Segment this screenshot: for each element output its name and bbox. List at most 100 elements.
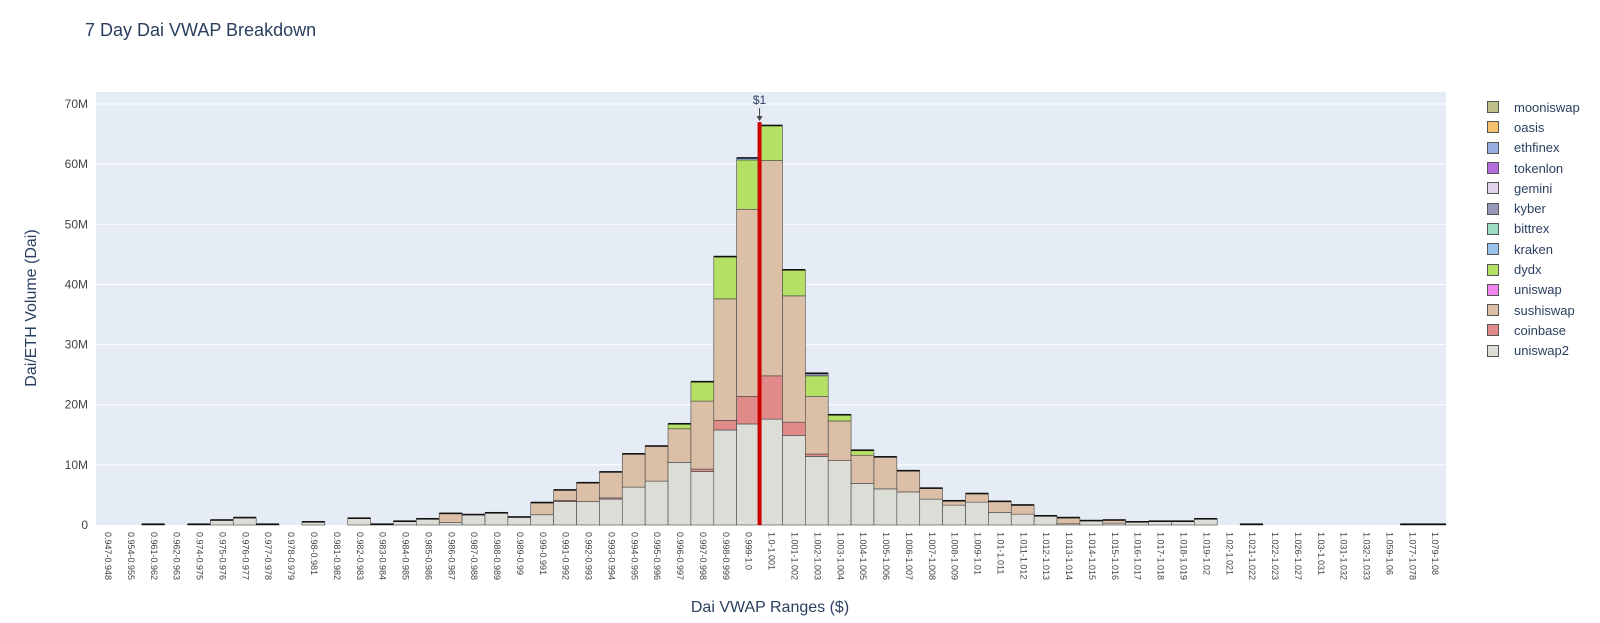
- legend-item-coinbase[interactable]: coinbase: [1487, 320, 1580, 340]
- bar-top-cap: [1194, 517, 1218, 520]
- bar-top-cap: [690, 380, 714, 383]
- bar-segment-dydx: [805, 375, 829, 397]
- x-tick-label: 1.006-1.007: [904, 532, 914, 580]
- legend-label: oasis: [1514, 119, 1545, 135]
- bar-segment-dydx: [736, 159, 760, 210]
- x-tick-label: 0.978-0.979: [286, 532, 296, 580]
- bar-segment-uniswap2: [782, 435, 806, 526]
- x-tick-label: 0.994-0.995: [629, 532, 639, 580]
- legend-item-mooniswap[interactable]: mooniswap: [1487, 97, 1580, 117]
- bar-segment-sushiswap: [599, 471, 623, 499]
- bar-segment-dydx: [759, 125, 783, 161]
- x-tick-label: 1.017-1.018: [1156, 532, 1166, 580]
- x-tick-label: 0.989-0.99: [515, 532, 525, 575]
- bar-segment-uniswap2: [805, 456, 829, 526]
- x-tick-label: 1.02-1.021: [1224, 532, 1234, 575]
- x-tick-label: 1.0-1.001: [767, 532, 777, 570]
- bar-top-cap: [301, 520, 325, 523]
- chart-title: 7 Day Dai VWAP Breakdown: [85, 20, 317, 40]
- x-tick-label: 0.993-0.994: [606, 532, 616, 580]
- legend-item-tokenlon[interactable]: tokenlon: [1487, 158, 1580, 178]
- x-tick-label: 0.982-0.983: [355, 532, 365, 580]
- legend-item-uniswap[interactable]: uniswap: [1487, 280, 1580, 300]
- bar-segment-sushiswap: [530, 502, 554, 516]
- legend-label: gemini: [1514, 180, 1553, 196]
- legend-item-ethfinex[interactable]: ethfinex: [1487, 138, 1580, 158]
- legend-item-gemini[interactable]: gemini: [1487, 178, 1580, 198]
- bar-segment-coinbase: [805, 453, 829, 457]
- bar-segment-sushiswap: [713, 298, 737, 421]
- bar-top-cap: [1034, 514, 1058, 517]
- x-tick-label: 0.976-0.977: [240, 532, 250, 580]
- legend-item-sushiswap[interactable]: sushiswap: [1487, 300, 1580, 320]
- bars-layer: [141, 124, 1447, 526]
- annotation-label: $1: [753, 93, 767, 107]
- x-tick-label: 1.011-1.012: [1018, 532, 1028, 579]
- bar-top-cap: [988, 500, 1012, 503]
- bar-segment-sushiswap: [827, 420, 852, 461]
- bar-segment-dydx: [690, 381, 715, 402]
- bar-segment-uniswap2: [530, 514, 554, 526]
- bar-segment-dydx: [667, 423, 692, 430]
- legend-label: sushiswap: [1514, 302, 1575, 318]
- y-axis-label: Dai/ETH Volume (Dai): [23, 229, 40, 386]
- bar-segment-uniswap2: [644, 480, 669, 526]
- one-dollar-marker: $1: [753, 93, 767, 525]
- bar-segment-sushiswap: [667, 428, 692, 463]
- legend-item-oasis[interactable]: oasis: [1487, 117, 1580, 137]
- legend-item-bittrex[interactable]: bittrex: [1487, 219, 1580, 239]
- bar-top-cap: [942, 499, 966, 502]
- x-tick-label: 0.988-0.989: [492, 532, 502, 580]
- bar-top-cap: [896, 469, 920, 472]
- bar-segment-sushiswap: [690, 400, 715, 470]
- bar-segment-sushiswap: [621, 453, 646, 488]
- bar-segment-uniswap2: [1010, 513, 1035, 526]
- bar-top-cap: [851, 449, 874, 452]
- legend-item-kyber[interactable]: kyber: [1487, 198, 1580, 218]
- bar-segment-sushiswap: [919, 488, 943, 500]
- x-tick-label: 0.984-0.985: [401, 532, 411, 580]
- bar-segment-sushiswap: [850, 454, 875, 484]
- legend-swatch: [1487, 243, 1499, 256]
- x-tick-labels: 0.947-0.948 0.954-0.955 0.961-0.962 0.962-0…: [103, 532, 1440, 580]
- bar-top-cap: [1102, 519, 1126, 521]
- legend-item-kraken[interactable]: kraken: [1487, 239, 1580, 259]
- legend-item-dydx[interactable]: dydx: [1487, 259, 1580, 279]
- x-tick-label: 1.009-1.01: [973, 532, 983, 575]
- bar-segment-uniswap2: [873, 488, 898, 526]
- bar-top-cap: [416, 517, 440, 520]
- y-tick-labels: 0 10M 20M 30M 40M 50M 60M 70M: [65, 97, 89, 532]
- x-tick-label: 1.005-1.006: [881, 532, 891, 580]
- x-tick-label: 0.99-0.991: [538, 532, 548, 575]
- legend-swatch: [1487, 263, 1499, 276]
- legend-item-uniswap2[interactable]: uniswap2: [1487, 341, 1580, 361]
- bar-segment-uniswap2: [1194, 518, 1218, 526]
- legend: mooniswap oasis ethfinex tokenlon gemini kybe…: [1487, 97, 1580, 361]
- x-tick-label: 1.031-1.032: [1339, 532, 1349, 580]
- y-tick-label: 60M: [65, 157, 88, 171]
- bar-segment-dydx: [850, 450, 875, 456]
- bar-segment-uniswap2: [965, 501, 989, 526]
- x-tick-label: 0.986-0.987: [446, 532, 456, 580]
- y-tick-label: 0: [81, 518, 88, 532]
- bar-top-cap: [187, 523, 211, 525]
- x-tick-label: 1.015-1.016: [1110, 532, 1120, 580]
- bar-top-cap: [530, 501, 554, 504]
- y-tick-label: 70M: [65, 97, 88, 111]
- x-tick-label: 0.985-0.986: [423, 532, 433, 580]
- x-tick-label: 0.983-0.984: [378, 532, 388, 580]
- bar-top-cap: [1079, 519, 1103, 522]
- legend-label: ethfinex: [1514, 140, 1560, 156]
- x-tick-label: 1.014-1.015: [1087, 532, 1097, 580]
- bar-segment-sushiswap: [1010, 504, 1035, 515]
- bar-top-cap: [256, 523, 280, 525]
- bar-segment-uniswap2: [896, 491, 921, 526]
- bar-segment-uniswap2: [850, 483, 875, 526]
- bar-segment-uniswap2: [576, 501, 600, 526]
- bar-top-cap: [1148, 520, 1172, 522]
- legend-label: coinbase: [1514, 322, 1567, 338]
- bar-top-cap: [210, 519, 234, 521]
- bar-top-cap: [347, 517, 371, 519]
- bar-top-cap: [668, 422, 691, 425]
- x-tick-label: 1.01-1.011: [995, 532, 1005, 574]
